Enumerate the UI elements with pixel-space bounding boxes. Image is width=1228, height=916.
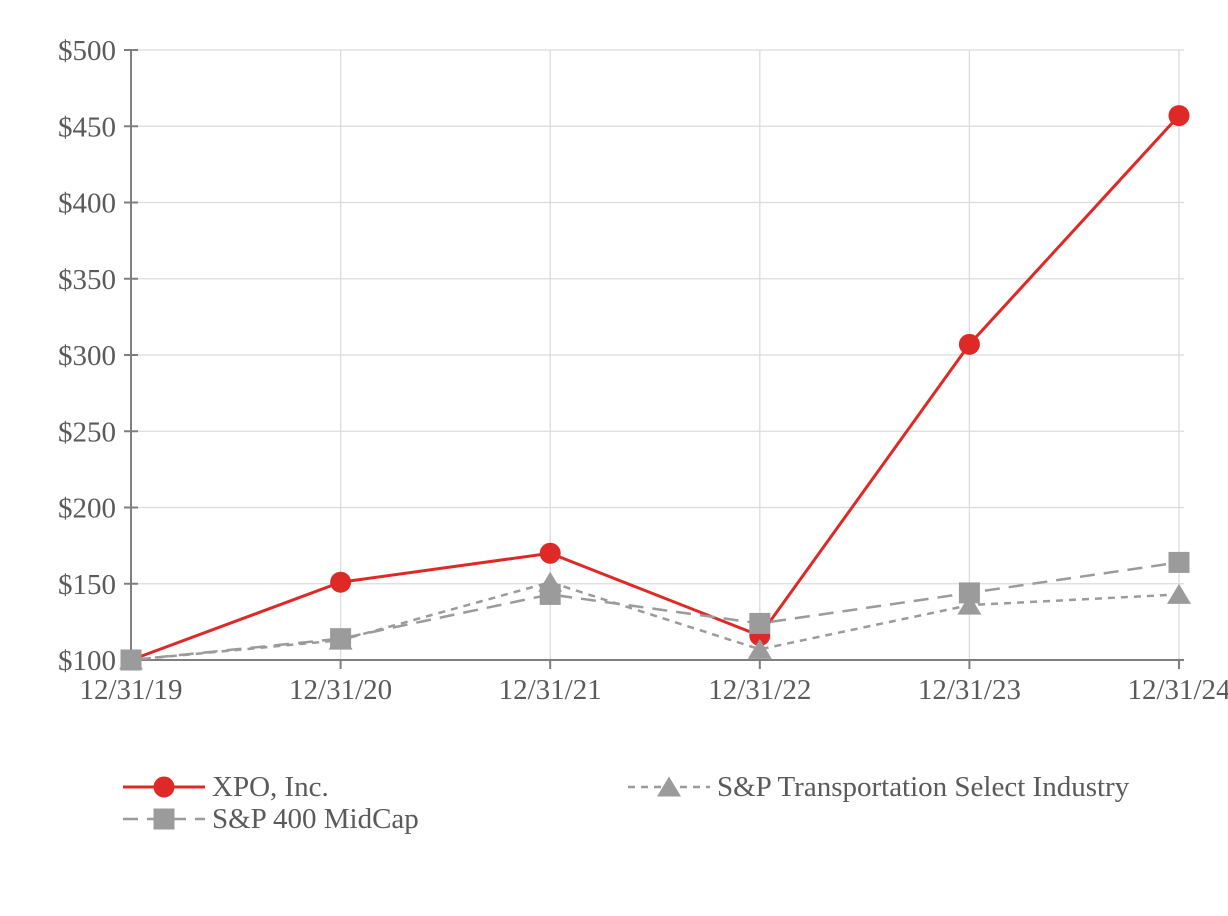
series-marker-triangle-5 xyxy=(1167,583,1191,604)
series-marker-triangle-3 xyxy=(747,638,772,659)
series-marker-square-1 xyxy=(330,628,352,650)
y-tick-label: $200 xyxy=(58,493,116,525)
x-tick-label: 12/31/22 xyxy=(708,674,811,706)
y-tick-label: $250 xyxy=(58,416,116,448)
x-tick-label: 12/31/19 xyxy=(79,674,182,706)
xpo-line-sample xyxy=(123,776,205,798)
x-tick-label: 12/31/24 xyxy=(1127,674,1228,706)
x-tick-label: 12/31/21 xyxy=(499,674,602,706)
legend-column-right: S&P Transportation Select Industry xyxy=(627,771,1129,803)
stock-performance-chart: $100 $150 $200 $250 $300 $350 $400 $450 $500 12/3… xyxy=(58,35,1228,706)
series-marker-square-2 xyxy=(539,583,561,605)
legend-sample-marker-square xyxy=(153,808,175,830)
legend-label-sp-transportation: S&P Transportation Select Industry xyxy=(717,771,1130,803)
series-marker-circle-4 xyxy=(958,333,980,355)
series-line-triangle xyxy=(130,580,1180,662)
sp400-midcap-line-sample xyxy=(123,808,205,830)
y-tick-label: $450 xyxy=(58,111,116,143)
x-tick-label: 12/31/20 xyxy=(289,674,392,706)
y-tick-label: $300 xyxy=(58,340,116,372)
series-line-circle xyxy=(130,114,1181,662)
series-marker-circle-2 xyxy=(539,542,561,564)
legend-sample-marker-triangle xyxy=(657,776,681,797)
legend-sample-marker-circle xyxy=(153,776,175,798)
series-marker-square-3 xyxy=(749,612,771,634)
legend-item-sp-transportation: S&P Transportation Select Industry xyxy=(627,771,1129,803)
series-line-square xyxy=(130,561,1180,662)
legend-item-sp400-midcap: S&P 400 MidCap xyxy=(122,803,419,835)
legend-column-left: XPO, Inc. S&P 400 MidCap xyxy=(122,771,419,835)
legend-label-xpo: XPO, Inc. xyxy=(212,771,329,803)
series-marker-circle-5 xyxy=(1168,105,1190,127)
legend-label-sp400-midcap: S&P 400 MidCap xyxy=(212,803,419,835)
y-tick-label: $100 xyxy=(58,645,116,677)
series-marker-square-5 xyxy=(1168,551,1190,573)
legend-item-xpo: XPO, Inc. xyxy=(122,771,419,803)
y-tick-label: $350 xyxy=(58,264,116,296)
series-marker-triangle-4 xyxy=(957,594,982,615)
y-tick-label: $150 xyxy=(58,569,116,601)
sp-transportation-line-sample xyxy=(628,776,710,797)
series-marker-circle-1 xyxy=(330,571,352,593)
series-marker-square-4 xyxy=(958,582,980,604)
y-tick-label: $500 xyxy=(58,35,116,67)
y-tick-label: $400 xyxy=(58,188,116,220)
series-marker-square-0 xyxy=(120,649,142,671)
x-tick-label: 12/31/23 xyxy=(918,674,1021,706)
